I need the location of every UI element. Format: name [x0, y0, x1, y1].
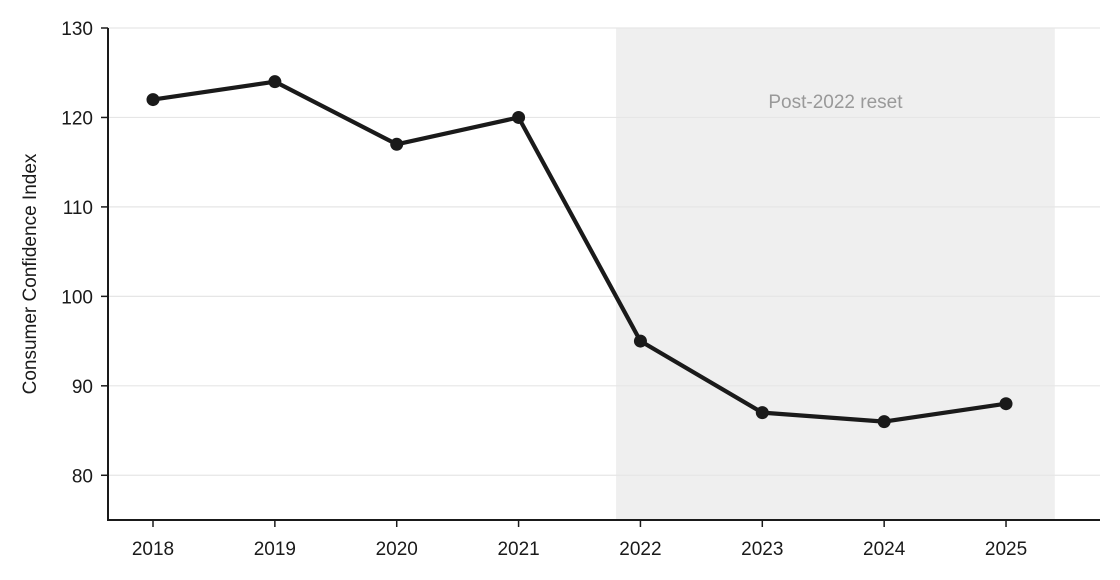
x-tick-label: 2024 [863, 539, 906, 560]
data-point [268, 75, 282, 89]
x-tick-label: 2023 [741, 539, 783, 560]
x-tick-labels: 2018 2019 2020 2021 2022 2023 2024 2025 [132, 520, 1027, 560]
axes [107, 28, 1100, 521]
data-point [999, 397, 1013, 411]
y-axis-title: Consumer Confidence Index [20, 153, 41, 394]
data-point [512, 110, 526, 124]
y-tick-label: 120 [61, 108, 93, 129]
label-layer: Consumer Confidence Index Post-2022 rese… [20, 92, 903, 394]
y-tick-label: 110 [63, 198, 93, 219]
y-tick-label: 100 [61, 287, 93, 308]
data-point [390, 137, 404, 151]
x-tick-label: 2019 [254, 539, 296, 560]
shaded-region-label: Post-2022 reset [768, 92, 903, 113]
data-point [633, 334, 647, 348]
shaded-region [616, 28, 1055, 520]
data-point [877, 415, 891, 429]
x-tick-label: 2022 [619, 539, 661, 560]
x-tick-label: 2020 [376, 539, 418, 560]
x-tick-label: 2025 [985, 539, 1027, 560]
y-tick-label: 90 [72, 377, 93, 398]
y-tick-labels: 80 90 100 110 120 130 [61, 19, 108, 487]
data-point [755, 406, 769, 420]
y-tick-label: 80 [72, 466, 93, 487]
series-line [150, 79, 1009, 424]
x-tick-label: 2018 [132, 539, 174, 560]
x-tick-label: 2021 [497, 539, 539, 560]
gridlines [108, 27, 1100, 476]
y-tick-label: 130 [61, 19, 93, 40]
series-layer [146, 75, 1013, 429]
shaded-region-layer [616, 28, 1055, 520]
data-point [146, 93, 160, 107]
